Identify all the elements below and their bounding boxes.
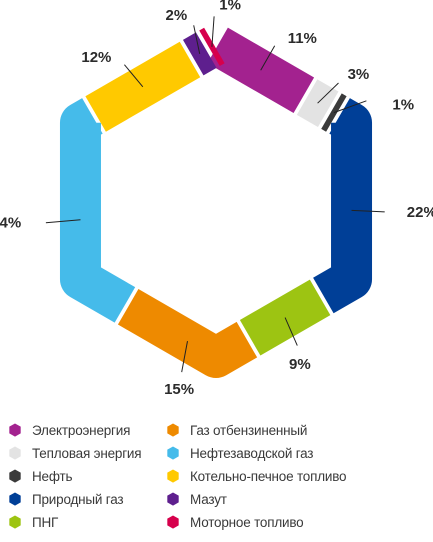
segment-5 — [239, 279, 331, 356]
data-label-8: 12% — [81, 49, 111, 66]
leader-line-8 — [124, 64, 144, 88]
legend-item-1: Электроэнергия — [8, 420, 130, 440]
data-label-4: 22% — [407, 204, 433, 221]
segment-7 — [59, 98, 136, 323]
data-label-3: 1% — [392, 97, 414, 114]
leader-line-3 — [333, 100, 367, 114]
legend-hexagon-icon — [167, 469, 179, 483]
leader-line-5 — [284, 317, 298, 346]
legend-label: Мазут — [190, 491, 227, 507]
legend-hexagon-icon — [9, 469, 21, 483]
data-label-7: 24% — [0, 215, 21, 232]
data-label-6: 15% — [164, 381, 194, 398]
legend-hexagon-icon — [9, 446, 21, 460]
legend-item-10: Моторное топливо — [166, 512, 304, 532]
legend-label: Котельно-печное топливо — [190, 468, 347, 484]
data-label-5: 9% — [289, 356, 311, 373]
legend-label: Природный газ — [32, 491, 124, 507]
hexagon-donut-chart: 11% 3% 1% 22% 9% 15% 24% 12% 2% 1% — [0, 0, 433, 398]
legend-item-2: Тепловая энергия — [8, 443, 142, 463]
legend-item-9: Мазут — [166, 489, 227, 509]
leader-line-4 — [351, 209, 385, 213]
leader-line-1 — [260, 45, 276, 71]
legend-hexagon-icon — [9, 492, 21, 506]
segment-10 — [199, 27, 225, 67]
legend-item-3: Нефть — [8, 466, 72, 486]
legend-label: Моторное топливо — [190, 514, 304, 530]
legend-label: ПНГ — [32, 514, 59, 530]
legend-label: Нефтезаводской газ — [190, 445, 314, 461]
segment-4 — [313, 98, 373, 314]
legend-hexagon-icon — [167, 515, 179, 529]
leader-line-10 — [211, 16, 215, 47]
data-label-1: 11% — [288, 30, 317, 47]
legend-item-6: Газ отбензиненный — [166, 420, 307, 440]
legend-hexagon-icon — [9, 515, 21, 529]
legend-hexagon-icon — [167, 446, 179, 460]
chart-svg: 11% 3% 1% 22% 9% 15% 24% 12% 2% 1% — [0, 0, 433, 398]
leader-line-9 — [193, 25, 201, 55]
segment-1 — [207, 27, 315, 113]
legend-item-8: Котельно-печное топливо — [166, 466, 347, 486]
leader-line-6 — [181, 341, 188, 373]
legend-label: Тепловая энергия — [32, 445, 142, 461]
segment-6 — [117, 289, 258, 378]
data-label-10: 1% — [219, 0, 241, 14]
data-label-2: 3% — [348, 66, 370, 83]
chart-legend: Электроэнергия Тепловая энергия Нефть Приро… — [0, 420, 433, 542]
legend-label: Нефть — [32, 468, 73, 484]
legend-hexagon-icon — [9, 423, 21, 437]
legend-label: Электроэнергия — [32, 422, 131, 438]
legend-item-7: Нефтезаводской газ — [166, 443, 314, 463]
legend-hexagon-icon — [167, 423, 179, 437]
leader-line-7 — [45, 219, 81, 224]
legend-hexagon-icon — [167, 492, 179, 506]
legend-item-5: ПНГ — [8, 512, 58, 532]
data-label-9: 2% — [166, 7, 188, 24]
legend-label: Газ отбензиненный — [190, 422, 308, 438]
leader-line-2 — [317, 82, 339, 104]
legend-item-4: Природный газ — [8, 489, 124, 509]
